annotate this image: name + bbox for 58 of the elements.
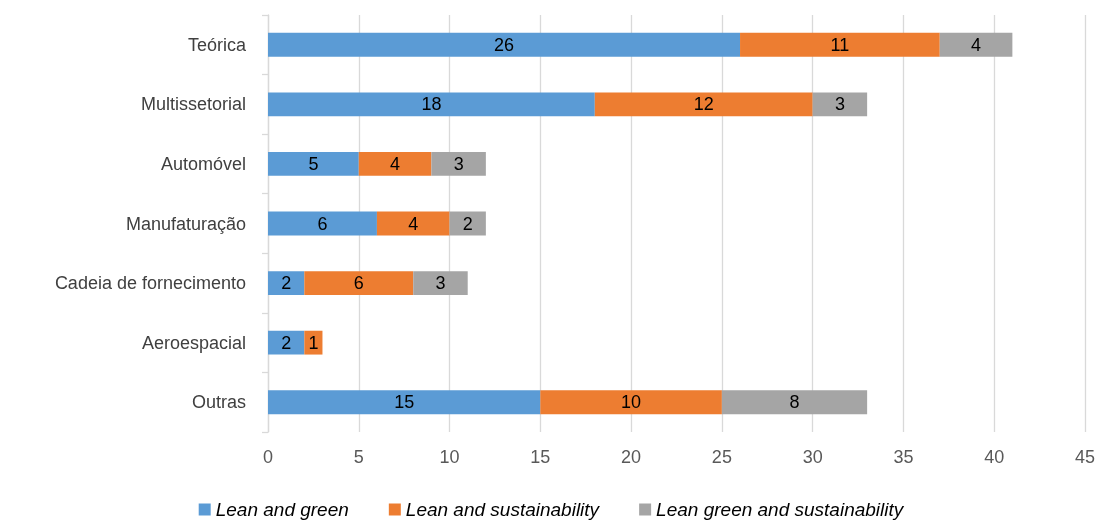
legend-label: Lean green and sustainability — [656, 499, 905, 520]
x-tick-label: 20 — [621, 447, 642, 467]
data-label: 10 — [621, 392, 642, 413]
bar — [268, 211, 377, 236]
bar — [268, 390, 541, 415]
bar — [812, 92, 868, 117]
bar — [721, 390, 868, 415]
x-tick-label: 35 — [893, 447, 914, 467]
data-label: 12 — [693, 94, 714, 115]
x-tick-label: 15 — [530, 447, 551, 467]
x-tick-label: 25 — [711, 447, 732, 467]
bar — [413, 271, 468, 295]
x-tick-label: 30 — [802, 447, 823, 467]
bar — [268, 330, 305, 355]
data-label: 26 — [494, 34, 515, 55]
bar — [939, 32, 1013, 57]
data-label: 2 — [281, 273, 292, 294]
x-tick-label: 0 — [262, 447, 274, 467]
data-label: 15 — [394, 392, 415, 413]
bar — [358, 152, 432, 176]
data-label: 11 — [830, 34, 850, 55]
data-label: 3 — [453, 153, 464, 174]
legend-label: Lean and sustainability — [405, 499, 601, 520]
bar — [740, 32, 940, 57]
x-tick-label: 10 — [439, 447, 460, 467]
data-label: 4 — [390, 153, 401, 174]
data-label: 6 — [353, 273, 364, 294]
data-label: 2 — [281, 332, 292, 353]
data-label: 1 — [308, 332, 319, 353]
x-tick-label: 45 — [1074, 447, 1096, 467]
bar — [540, 390, 722, 415]
y-tick-label: Manufaturação — [125, 213, 246, 234]
y-tick-label: Multissetorial — [140, 94, 246, 115]
bar — [268, 92, 595, 117]
y-tick-label: Aeroespacial — [141, 332, 246, 353]
legend-label: Lean and green — [215, 499, 349, 520]
data-label: 8 — [789, 392, 800, 413]
x-tick-label: 40 — [984, 447, 1005, 467]
y-tick-label: Cadeia de fornecimento — [54, 273, 246, 294]
data-label: 6 — [317, 213, 328, 234]
bar — [268, 152, 359, 176]
data-label: 4 — [971, 34, 982, 55]
y-tick-label: Teórica — [187, 34, 247, 55]
bar — [376, 211, 450, 236]
bar — [594, 92, 813, 117]
bar — [268, 32, 741, 57]
data-label: 4 — [408, 213, 419, 234]
bar — [304, 271, 414, 295]
bar — [268, 271, 305, 295]
data-label: 5 — [308, 153, 319, 174]
data-label: 3 — [435, 273, 446, 294]
y-tick-label: Automóvel — [160, 153, 246, 174]
data-label: 3 — [834, 94, 845, 115]
x-tick-label: 5 — [353, 447, 364, 467]
data-label: 18 — [421, 94, 442, 115]
data-label: 2 — [462, 213, 473, 234]
y-tick-label: Outras — [191, 392, 246, 413]
bar — [431, 152, 486, 176]
